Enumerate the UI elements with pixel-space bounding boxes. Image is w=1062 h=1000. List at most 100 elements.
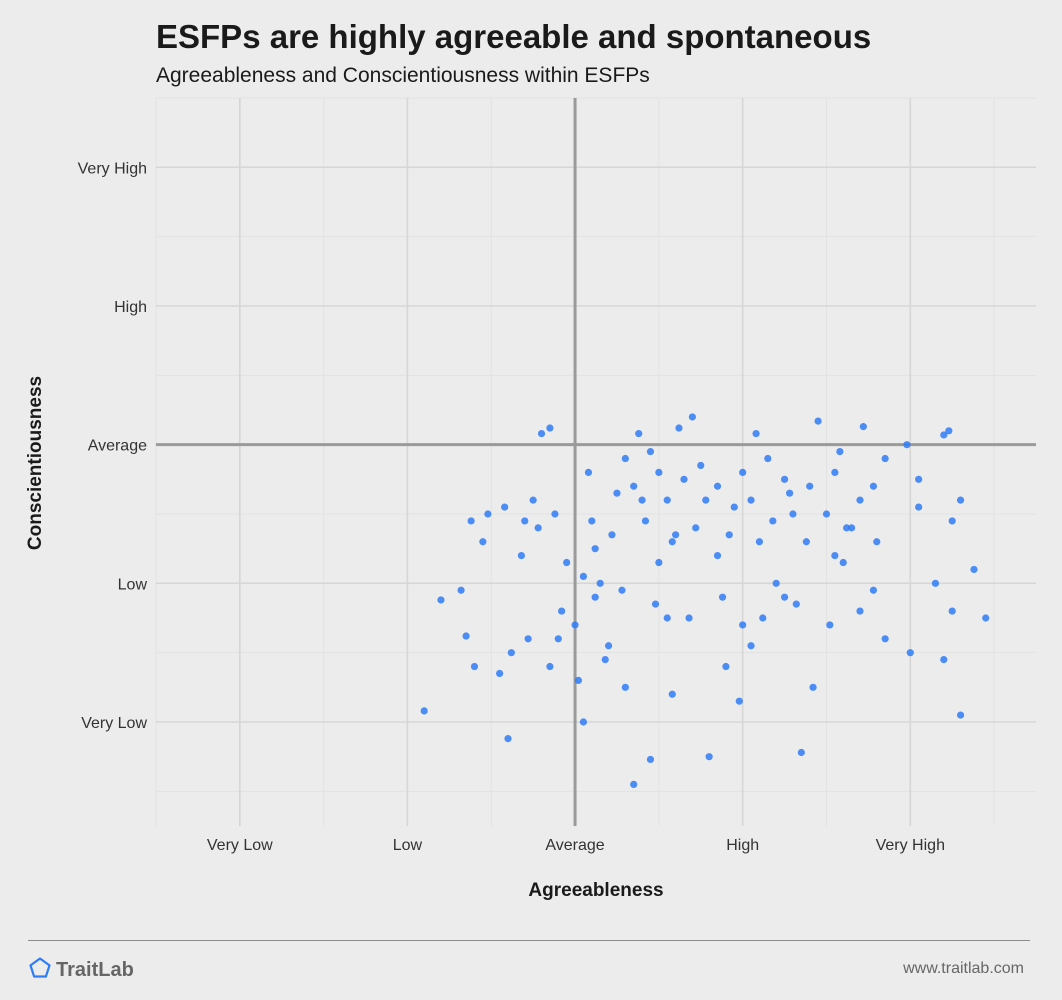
data-point <box>579 572 588 581</box>
data-point <box>831 468 839 476</box>
data-point <box>537 429 546 438</box>
data-point <box>747 496 755 504</box>
data-point <box>814 417 822 425</box>
data-point <box>713 552 722 560</box>
data-point <box>752 429 760 438</box>
data-point <box>822 510 831 518</box>
data-point <box>940 656 948 664</box>
data-point <box>517 552 526 560</box>
data-point <box>470 662 479 671</box>
data-point <box>869 482 878 490</box>
data-point <box>903 441 911 449</box>
minor-gridlines <box>155 97 1036 826</box>
data-point <box>534 524 542 532</box>
data-point <box>948 517 956 525</box>
data-point <box>772 579 780 587</box>
data-point <box>591 545 599 553</box>
site-url[interactable]: www.traitlab.com <box>903 960 1024 977</box>
data-point <box>621 454 629 463</box>
data-point <box>725 531 733 539</box>
data-point <box>655 558 663 567</box>
data-point <box>906 649 914 657</box>
data-point <box>591 593 599 601</box>
data-point <box>521 517 529 525</box>
x-tick-label: High <box>726 837 759 854</box>
data-point <box>831 552 839 560</box>
data-point <box>692 524 700 532</box>
data-point <box>842 524 851 532</box>
data-point <box>558 607 566 615</box>
data-point <box>588 517 596 525</box>
data-point <box>809 683 817 691</box>
data-point <box>956 496 965 504</box>
data-point <box>484 510 492 518</box>
data-point <box>675 424 683 432</box>
y-tick-label: Very Low <box>81 715 147 732</box>
data-point <box>873 538 881 546</box>
data-point <box>931 579 940 587</box>
data-point <box>563 558 571 567</box>
data-point <box>881 635 889 643</box>
scatter-chart: Very Low Low Average High Very High Very Low… <box>25 97 1036 901</box>
data-point <box>956 711 965 719</box>
major-gridlines <box>156 98 1036 826</box>
data-point <box>797 748 805 757</box>
data-point <box>859 423 867 431</box>
y-tick-label: Average <box>88 438 147 455</box>
data-point <box>596 579 604 587</box>
data-point <box>579 718 588 726</box>
data-point <box>780 593 789 601</box>
data-point <box>786 489 794 497</box>
data-point <box>789 510 797 518</box>
data-point <box>769 517 777 525</box>
brand-logo[interactable]: TraitLab <box>28 956 134 985</box>
data-point <box>462 632 470 640</box>
data-point <box>496 669 504 678</box>
data-point <box>613 489 621 497</box>
data-point <box>759 614 767 622</box>
data-point <box>764 454 772 463</box>
data-point <box>705 753 713 761</box>
data-point <box>915 475 923 483</box>
data-point <box>655 468 663 476</box>
data-point <box>635 429 643 438</box>
data-point <box>529 496 537 504</box>
data-point <box>618 586 626 594</box>
data-point <box>630 780 638 789</box>
reference-lines <box>156 98 1036 826</box>
data-point <box>915 503 923 511</box>
data-point <box>685 614 693 622</box>
data-point <box>668 538 676 546</box>
data-point <box>718 593 727 601</box>
data-point <box>792 600 800 608</box>
data-point <box>546 662 554 671</box>
data-point <box>663 496 671 504</box>
data-point <box>479 538 487 546</box>
data-point <box>504 735 512 743</box>
data-point <box>722 662 730 671</box>
x-tick-label: Average <box>545 837 604 854</box>
data-point <box>584 468 593 476</box>
x-axis-ticks: Very Low Low Average High Very High <box>207 837 945 854</box>
data-point <box>546 424 554 432</box>
data-point <box>467 517 475 525</box>
y-tick-label: Very High <box>78 160 147 177</box>
data-point <box>501 503 509 511</box>
data-point <box>747 642 755 650</box>
data-point <box>551 510 559 518</box>
data-point <box>713 482 722 490</box>
chart-title: ESFPs are highly agreeable and spontaneo… <box>156 18 872 55</box>
data-point <box>739 621 747 629</box>
x-axis-label: Agreeableness <box>528 880 663 901</box>
data-point <box>688 413 696 421</box>
y-tick-label: High <box>114 299 147 316</box>
data-point <box>437 596 445 604</box>
data-point <box>735 697 743 705</box>
data-point <box>672 531 680 539</box>
data-point <box>646 448 655 456</box>
data-point <box>457 586 465 594</box>
x-tick-label: Low <box>393 837 423 854</box>
data-point <box>663 614 671 622</box>
data-point <box>630 482 638 490</box>
data-point <box>702 496 710 504</box>
